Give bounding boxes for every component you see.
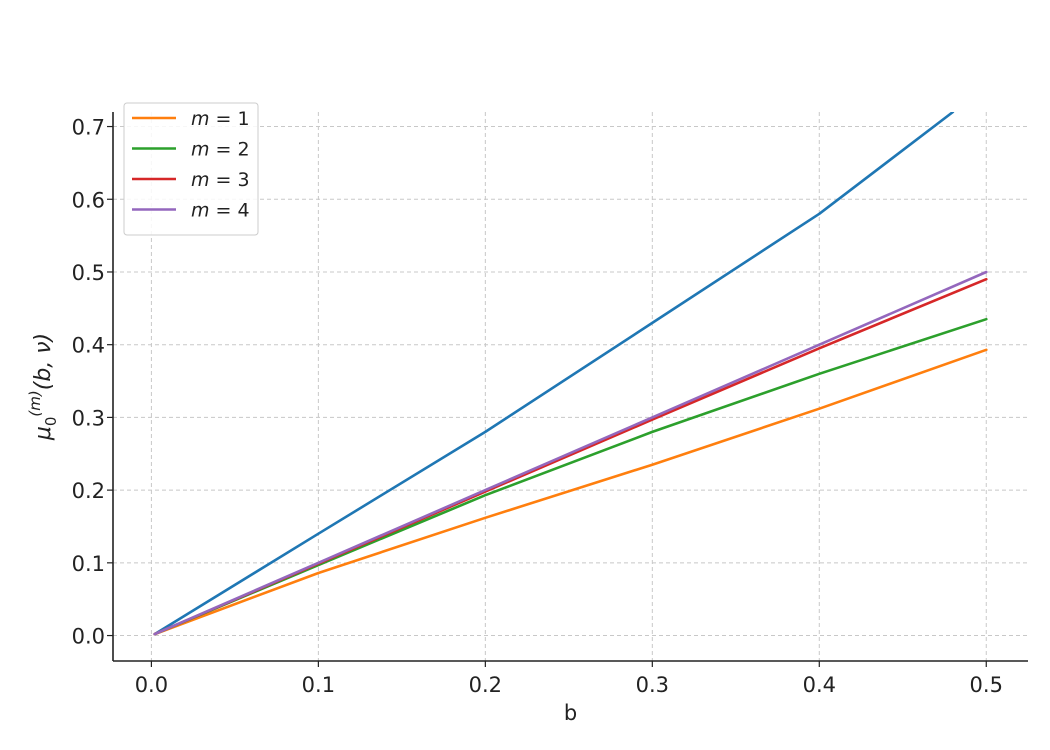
y-axis-title-subscript: 0 xyxy=(42,417,60,427)
x-tick-label: 0.5 xyxy=(970,673,1003,697)
x-ticks: 0.0 0.1 0.2 0.3 0.4 0.5 xyxy=(135,661,1003,697)
y-tick-label: 0.5 xyxy=(72,261,105,285)
series-line-m4 xyxy=(153,270,988,636)
x-tick-label: 0.2 xyxy=(469,673,502,697)
legend-label: m = 1 xyxy=(191,108,250,130)
legend-box xyxy=(123,102,259,236)
x-tick-label: 0.1 xyxy=(302,673,335,697)
y-axis-title-args: (b, ν) xyxy=(31,333,56,390)
x-axis-title: b xyxy=(564,701,577,725)
legend-label: m = 4 xyxy=(191,200,250,222)
x-tick-label: 0.3 xyxy=(636,673,669,697)
series-line-1 xyxy=(153,112,955,636)
y-tick-label: 0.4 xyxy=(72,334,105,358)
y-tick-label: 0.7 xyxy=(72,116,105,140)
y-tick-label: 0.3 xyxy=(72,406,105,430)
series-layer xyxy=(153,112,988,636)
series-line-m1 xyxy=(153,348,988,636)
legend: m = 1 m = 2 m = 3 m = 4 xyxy=(123,102,259,236)
y-tick-label: 0.0 xyxy=(72,625,105,649)
y-axis-title-base: μ xyxy=(31,426,56,441)
y-tick-label: 0.1 xyxy=(72,552,105,576)
x-tick-label: 0.4 xyxy=(803,673,836,697)
y-axis-title: μ0(m)(b, ν) xyxy=(26,333,60,441)
legend-label: m = 3 xyxy=(191,169,250,191)
legend-label: m = 2 xyxy=(191,139,250,161)
y-ticks: 0.0 0.1 0.2 0.3 0.4 0.5 0.6 0.7 xyxy=(72,116,113,649)
y-axis-title-superscript: (m) xyxy=(26,390,44,416)
y-tick-label: 0.6 xyxy=(72,188,105,212)
x-tick-label: 0.0 xyxy=(135,673,168,697)
axes xyxy=(112,112,1028,662)
y-tick-label: 0.2 xyxy=(72,479,105,503)
